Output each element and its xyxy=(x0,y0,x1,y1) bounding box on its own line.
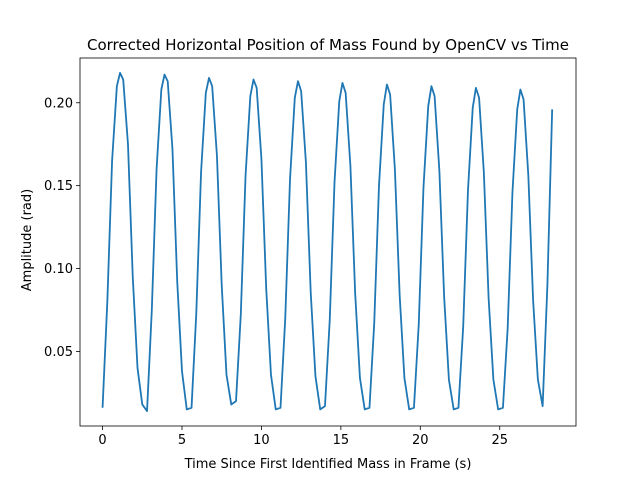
x-tick-label: 20 xyxy=(412,433,429,448)
y-axis-ticks: 0.05 0.10 0.15 0.20 xyxy=(44,96,80,360)
x-tick-label: 15 xyxy=(333,433,350,448)
x-axis-label: Time Since First Identified Mass in Fram… xyxy=(184,457,472,472)
y-tick-label: 0.20 xyxy=(44,96,73,111)
x-tick-label: 0 xyxy=(98,433,106,448)
y-tick-label: 0.10 xyxy=(44,262,73,277)
y-axis-label: Amplitude (rad) xyxy=(20,189,35,291)
x-tick-label: 25 xyxy=(491,433,508,448)
y-tick-label: 0.05 xyxy=(44,345,73,360)
x-axis-ticks: 0 5 10 15 20 25 xyxy=(98,426,508,448)
series-line-0 xyxy=(101,72,554,412)
x-tick-label: 5 xyxy=(178,433,186,448)
x-tick-label: 10 xyxy=(253,433,270,448)
plot-area xyxy=(79,57,577,427)
axes-frame xyxy=(79,57,577,427)
chart-title: Corrected Horizontal Position of Mass Fo… xyxy=(87,36,569,54)
y-tick-label: 0.15 xyxy=(44,179,73,194)
